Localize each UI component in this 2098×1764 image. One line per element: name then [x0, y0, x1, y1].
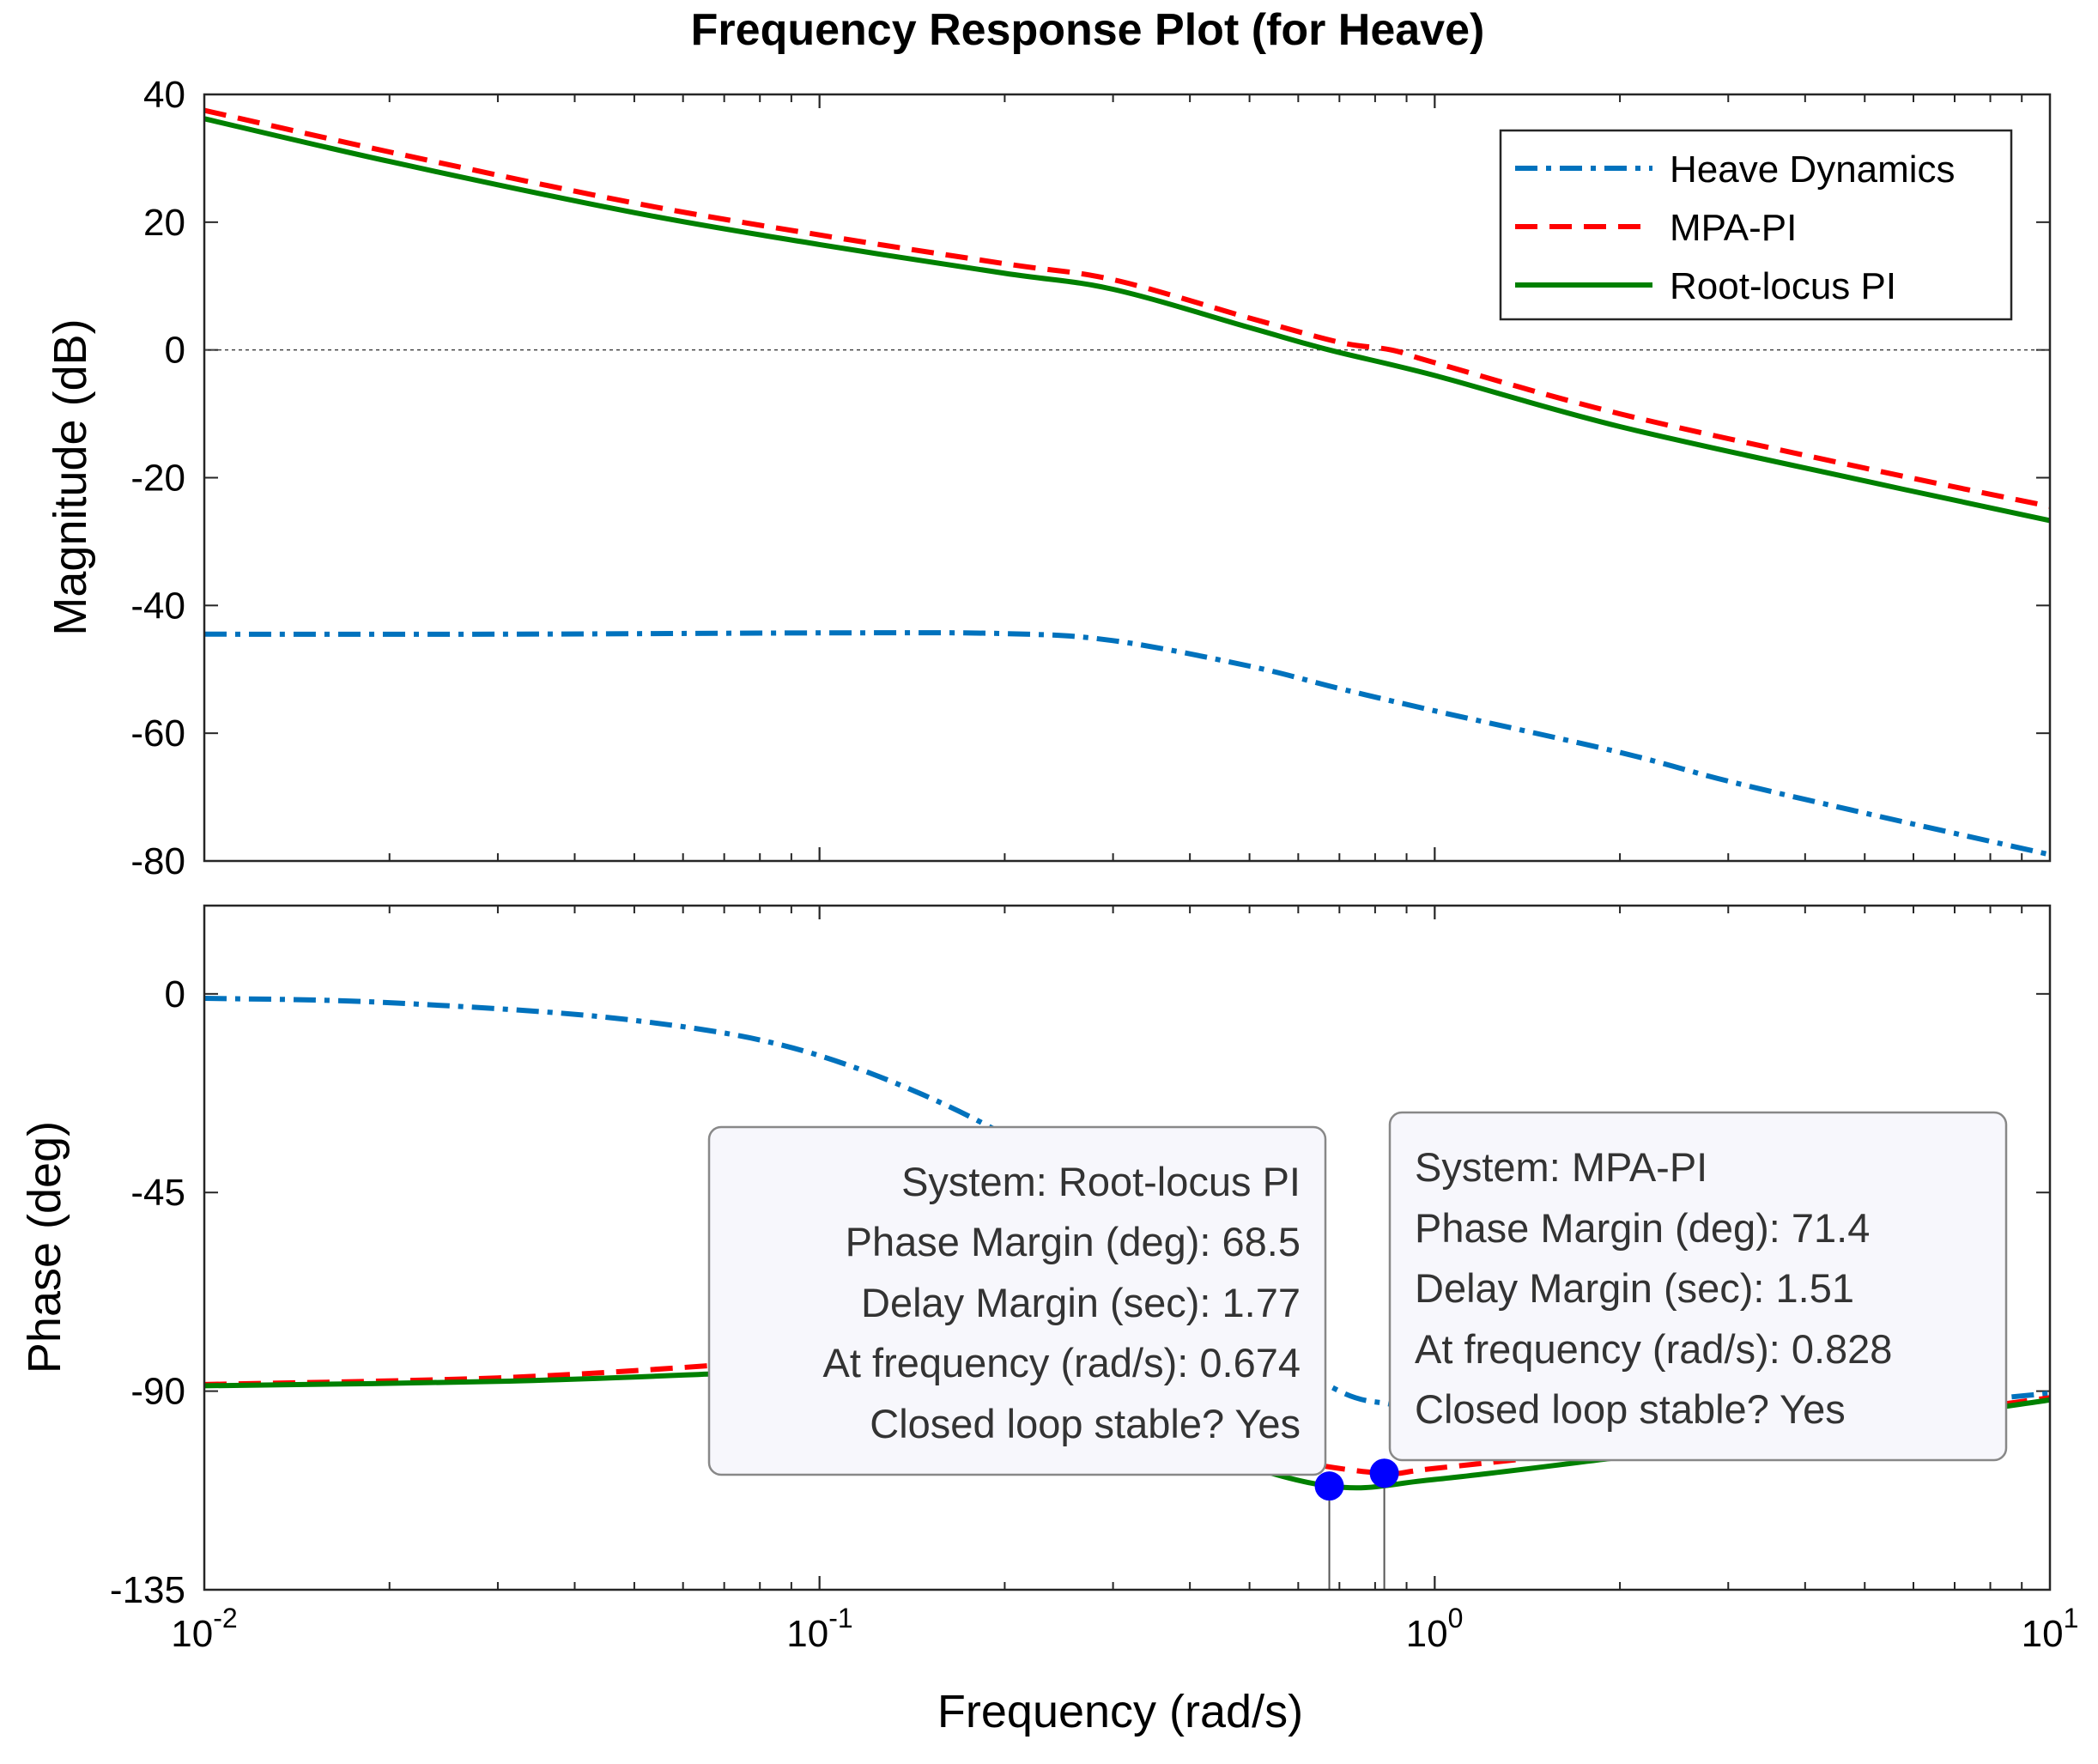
magnitude-line-root-locus-pi — [203, 116, 2051, 524]
legend-label-root-locus-pi: Root-locus PI — [1670, 265, 1896, 307]
magnitude-ylabel: Magnitude (dB) — [45, 318, 96, 635]
datatip-line: Delay Margin (sec): 1.77 — [861, 1280, 1301, 1325]
magnitude-y-tick-label: 0 — [165, 330, 185, 372]
margin-markers — [1314, 1458, 1399, 1501]
datatip-line: Phase Margin (deg): 68.5 — [846, 1219, 1301, 1264]
x-tick-label-1e0: 100 — [1406, 1603, 1464, 1655]
datatip-root-locus-pi[interactable]: System: Root-locus PI Phase Margin (deg)… — [707, 1125, 1327, 1476]
datatip-line: At frequency (rad/s): 0.674 — [823, 1340, 1301, 1385]
phase-x-minor-ticks — [203, 906, 2051, 1590]
magnitude-y-tick-label: -60 — [130, 712, 185, 755]
magnitude-series — [203, 107, 2051, 858]
chart-title: Frequency Response Plot (for Heave) — [691, 5, 1485, 55]
phase-y-tick-label: -45 — [130, 1172, 185, 1214]
x-axis-label: Frequency (rad/s) — [937, 1686, 1303, 1737]
magnitude-y-tick-label: -40 — [130, 585, 185, 627]
legend-label-mpa-pi: MPA-PI — [1670, 207, 1797, 249]
magnitude-y-tick-label: 20 — [143, 202, 185, 244]
x-tick-label-1e-1: 10-1 — [786, 1603, 852, 1655]
datatip-line: Phase Margin (deg): 71.4 — [1415, 1205, 1870, 1251]
phase-margin-marker[interactable] — [1314, 1471, 1344, 1501]
magnitude-y-tick-label: -20 — [130, 458, 185, 500]
phase-y-tick-label: -90 — [130, 1371, 185, 1413]
phase-axes-box — [203, 904, 2052, 1591]
datatip-mpa-pi[interactable]: System: MPA-PI Phase Margin (deg): 71.4 … — [1388, 1111, 2008, 1462]
magnitude-y-tick-label: -80 — [130, 840, 185, 882]
datatip-line: System: MPA-PI — [1415, 1144, 1707, 1190]
datatip-line: Closed loop stable? Yes — [870, 1401, 1301, 1446]
datatip-line: Delay Margin (sec): 1.51 — [1415, 1265, 1854, 1311]
legend-label-heave-dynamics: Heave Dynamics — [1670, 149, 1956, 191]
magnitude-x-minor-ticks — [203, 94, 2051, 861]
x-axis-tick-labels: 10-2 10-1 100 101 — [171, 1603, 2078, 1655]
margin-stems — [1328, 1473, 1386, 1590]
magnitude-axes-box — [203, 93, 2052, 863]
datatip-line: Closed loop stable? Yes — [1415, 1386, 1846, 1432]
phase-y-axis: 0 -45 -90 -135 — [110, 973, 2050, 1611]
datatip-box — [707, 1125, 1327, 1476]
magnitude-y-tick-label: 40 — [143, 74, 185, 116]
x-tick-label-1e1: 101 — [2022, 1603, 2079, 1655]
x-tick-label-1e-2: 10-2 — [171, 1603, 237, 1655]
phase-margin-marker[interactable] — [1369, 1458, 1399, 1488]
magnitude-y-axis: 40 20 0 -20 -40 -60 -80 — [130, 74, 2050, 882]
legend: Heave Dynamics MPA-PI Root-locus PI — [1499, 129, 2013, 321]
magnitude-line-heave-dynamics — [203, 630, 2051, 858]
datatip-line: System: Root-locus PI — [901, 1159, 1301, 1204]
datatip-box — [1388, 1111, 2008, 1462]
phase-y-tick-label: -135 — [110, 1569, 185, 1611]
datatip-line: At frequency (rad/s): 0.828 — [1415, 1326, 1892, 1372]
phase-y-tick-label: 0 — [165, 973, 185, 1015]
phase-ylabel: Phase (deg) — [19, 1121, 70, 1373]
magnitude-line-mpa-pi — [203, 107, 2051, 509]
